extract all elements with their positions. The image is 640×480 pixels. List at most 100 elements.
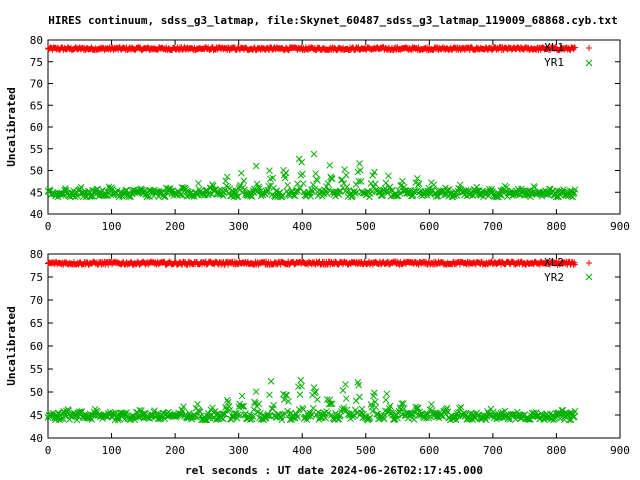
point-yr [265, 412, 272, 420]
point-yr [235, 185, 243, 192]
point-yr [371, 168, 378, 176]
point-yr [371, 180, 379, 188]
point-yr [240, 177, 248, 185]
point-yr [297, 376, 305, 384]
x-tick-label: 800 [547, 220, 567, 233]
point-yr [240, 402, 248, 410]
point-yr [255, 400, 263, 408]
point-yr [256, 409, 264, 417]
point-yr [108, 184, 115, 191]
point-yr [552, 409, 560, 417]
point-yr [138, 185, 145, 192]
point-yr [313, 177, 321, 184]
point-yr [343, 183, 351, 191]
point-yr [375, 412, 383, 419]
point-yr [237, 402, 245, 410]
point-yr [357, 177, 365, 185]
point-yr [322, 414, 329, 422]
point-yr [283, 392, 291, 399]
point-yr [342, 395, 350, 402]
point-yr [371, 389, 378, 397]
point-yr [414, 181, 422, 189]
point-yr [430, 181, 438, 189]
point-yr [381, 185, 389, 192]
point-yr [340, 404, 348, 411]
x-axis-label: rel seconds : UT date 2024-06-26T02:17:4… [185, 464, 483, 477]
y-tick-label: 45 [30, 409, 43, 422]
point-yr [296, 391, 304, 398]
y-tick-label: 40 [30, 208, 43, 221]
legend-marker-xl [586, 45, 592, 51]
point-yr [234, 411, 242, 419]
x-tick-label: 400 [292, 444, 312, 457]
point-yr [299, 170, 306, 178]
point-yr [323, 190, 331, 197]
point-yr [293, 186, 301, 194]
x-tick-label: 600 [419, 220, 439, 233]
point-yr [214, 415, 221, 423]
x-tick-label: 600 [419, 444, 439, 457]
point-yr [295, 155, 303, 163]
point-yr [312, 388, 320, 396]
point-xl [572, 261, 579, 268]
x-tick-label: 700 [483, 444, 503, 457]
point-yr [391, 415, 399, 423]
point-yr [556, 415, 564, 422]
point-yr [194, 400, 201, 408]
point-yr [225, 403, 233, 410]
point-yr [414, 404, 422, 412]
point-yr [267, 378, 275, 385]
point-yr [286, 416, 294, 423]
series-xl [45, 258, 579, 268]
point-yr [208, 190, 215, 198]
point-yr [552, 193, 560, 201]
point-yr [415, 180, 423, 187]
x-ticks: 0 100 200 300 400 500 600 700 800 900 [45, 40, 630, 233]
point-yr [247, 416, 254, 423]
point-yr [565, 416, 573, 424]
y-tick-label: 60 [30, 340, 43, 353]
point-yr [294, 413, 301, 421]
series-yr [44, 376, 579, 424]
point-yr [385, 172, 392, 180]
point-yr [328, 400, 336, 408]
y-ticks: 40 45 50 55 60 65 70 75 80 [30, 34, 620, 221]
x-tick-label: 500 [356, 220, 376, 233]
point-yr [355, 177, 363, 185]
y-tick-label: 50 [30, 165, 43, 178]
point-yr [558, 407, 566, 414]
x-tick-label: 900 [610, 220, 630, 233]
point-yr [428, 401, 435, 408]
panel-1: Uncalibrated 0 100 200 300 400 500 600 700 800 90… [5, 34, 630, 233]
x-tick-label: 900 [610, 444, 630, 457]
y-tick-label: 70 [30, 78, 43, 91]
point-yr [161, 415, 168, 423]
x-tick-label: 400 [292, 220, 312, 233]
legend-marker-yr [585, 273, 593, 281]
point-yr [252, 162, 260, 170]
point-yr [371, 398, 379, 406]
point-yr [451, 192, 458, 200]
x-tick-label: 0 [45, 444, 52, 457]
point-yr [269, 174, 277, 182]
point-yr [444, 186, 452, 194]
point-yr [178, 406, 186, 414]
point-yr [224, 398, 232, 406]
point-yr [266, 167, 273, 175]
y-tick-label: 75 [30, 271, 43, 284]
point-yr [503, 183, 510, 191]
point-yr [309, 404, 317, 412]
point-yr [452, 416, 460, 424]
point-yr [248, 193, 256, 200]
point-yr [399, 177, 406, 185]
point-yr [307, 413, 315, 420]
point-yr [339, 386, 347, 394]
point-yr [396, 404, 404, 411]
y-ticks: 40 45 50 55 60 65 70 75 80 [30, 248, 620, 445]
point-yr [226, 407, 234, 414]
y-tick-label: 60 [30, 121, 43, 134]
y-tick-label: 65 [30, 99, 43, 112]
